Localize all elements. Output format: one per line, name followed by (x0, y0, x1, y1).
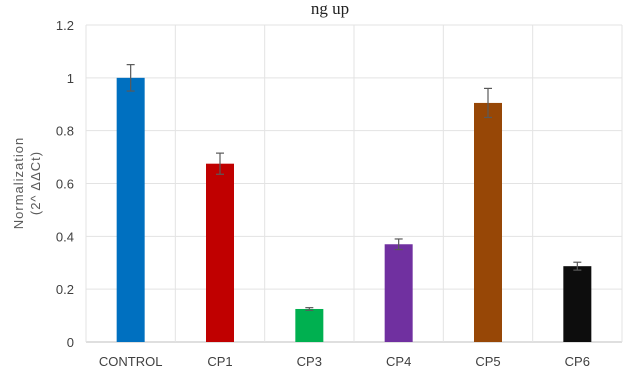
bar (563, 266, 592, 342)
y-tick-label: 0.4 (56, 229, 74, 244)
y-axis-label-line1: Normalization (11, 137, 26, 229)
x-tick-label: CP3 (297, 354, 322, 369)
x-tick-labels: CONTROL CP1 CP3 CP4 CP5 CP6 (99, 354, 590, 369)
y-tick-labels: 0 0.2 0.4 0.6 0.8 1 1.2 (56, 18, 74, 350)
bars (116, 77, 592, 342)
bar (384, 244, 413, 342)
y-tick-label: 0.8 (56, 124, 74, 139)
gridlines (85, 24, 623, 343)
y-axis-label-line2: (2^ ΔΔCt) (28, 151, 43, 215)
error-bars (126, 64, 582, 311)
x-tick-label: CP1 (207, 354, 232, 369)
y-tick-label: 0.6 (56, 177, 74, 192)
x-tick-label: CP4 (386, 354, 411, 369)
y-tick-label: 0.2 (56, 282, 74, 297)
header-fragment: ng up (311, 0, 349, 18)
y-tick-label: 0 (67, 335, 74, 350)
x-tick-label: CP6 (565, 354, 590, 369)
x-tick-label: CONTROL (99, 354, 163, 369)
y-tick-label: 1.2 (56, 18, 74, 33)
bar (474, 102, 502, 342)
y-tick-label: 1 (67, 71, 74, 86)
bar (295, 308, 324, 342)
bar (116, 77, 145, 342)
bar (206, 163, 234, 342)
x-tick-label: CP5 (475, 354, 500, 369)
